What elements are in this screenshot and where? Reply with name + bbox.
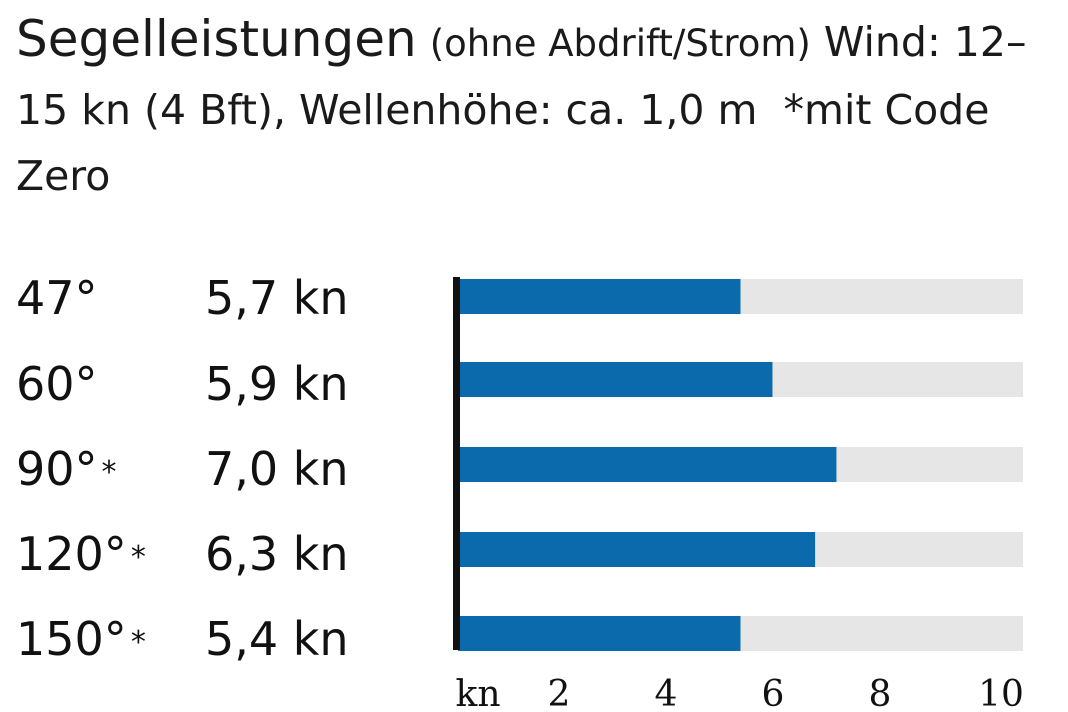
title-paren: (ohne Abdrift/Strom) [429, 22, 811, 65]
row-speed: 5,9 kn [205, 357, 349, 411]
x-tick-label: 6 [762, 674, 785, 712]
row-speed: 7,0 kn [205, 442, 349, 496]
y-axis-line [453, 277, 460, 650]
row-speed: 6,3 kn [205, 527, 349, 581]
x-tick-label: 2 [548, 674, 571, 712]
row-angle: 60° [16, 357, 98, 411]
bar [458, 616, 741, 651]
title-conditions: Wind: 12–15 kn (4 Bft), Wellenhöhe: ca. … [16, 18, 1027, 134]
x-tick-label: 4 [655, 674, 678, 712]
bar [458, 279, 741, 314]
x-tick-label: kn [456, 674, 501, 712]
bar [458, 447, 837, 482]
x-tick-label: 8 [869, 674, 892, 712]
title-main: Segelleistungen [16, 10, 417, 68]
row-speed: 5,7 kn [205, 271, 349, 325]
x-tick-label: 10 [978, 674, 1024, 712]
row-angle: 90° * [16, 442, 117, 496]
bar [458, 532, 816, 567]
row-angle: 150° * [16, 612, 146, 666]
chart-title: Segelleistungen (ohne Abdrift/Strom) Win… [16, 6, 1056, 209]
bar [458, 362, 773, 397]
row-angle: 120° * [16, 527, 146, 581]
row-speed: 5,4 kn [205, 612, 349, 666]
row-angle: 47° [16, 271, 98, 325]
title-note: *mit Code Zero [16, 86, 990, 200]
